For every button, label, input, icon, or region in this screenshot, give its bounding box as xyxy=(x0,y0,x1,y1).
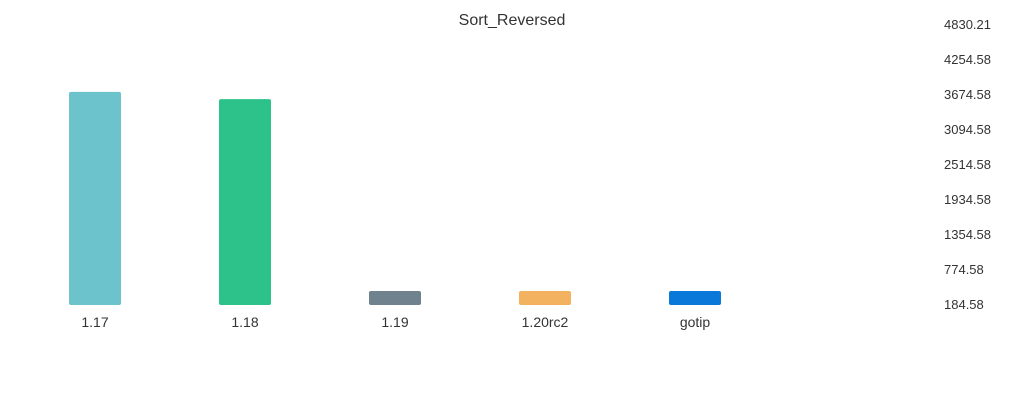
bar-1.19[interactable] xyxy=(369,291,421,305)
y-tick-label: 1354.58 xyxy=(944,227,991,242)
y-tick-label: 2514.58 xyxy=(944,157,991,172)
bars-group xyxy=(69,91,721,305)
y-tick-label: 4830.21 xyxy=(944,17,991,32)
y-tick-label: 774.58 xyxy=(944,262,984,277)
chart-title: Sort_Reversed xyxy=(459,12,566,29)
y-tick-label: 1934.58 xyxy=(944,192,991,207)
x-axis-ticks: 1.17 1.18 1.19 1.20rc2 gotip xyxy=(81,314,710,330)
bar-1.18[interactable] xyxy=(219,99,271,305)
bar-1.17[interactable] xyxy=(69,91,121,305)
y-axis-ticks: 4830.21 4254.58 3674.58 3094.58 2514.58 1934.… xyxy=(944,17,991,312)
y-tick-label: 3674.58 xyxy=(944,87,991,102)
y-tick-label: 4254.58 xyxy=(944,52,991,67)
x-tick-label: 1.18 xyxy=(231,314,258,330)
x-tick-label: 1.19 xyxy=(381,314,408,330)
x-tick-label: 1.20rc2 xyxy=(522,314,569,330)
x-tick-label: gotip xyxy=(680,314,711,330)
bar-gotip[interactable] xyxy=(669,291,721,305)
bar-1.20rc2[interactable] xyxy=(519,291,571,305)
x-tick-label: 1.17 xyxy=(81,314,108,330)
y-tick-label: 184.58 xyxy=(944,297,984,312)
y-tick-label: 3094.58 xyxy=(944,122,991,137)
